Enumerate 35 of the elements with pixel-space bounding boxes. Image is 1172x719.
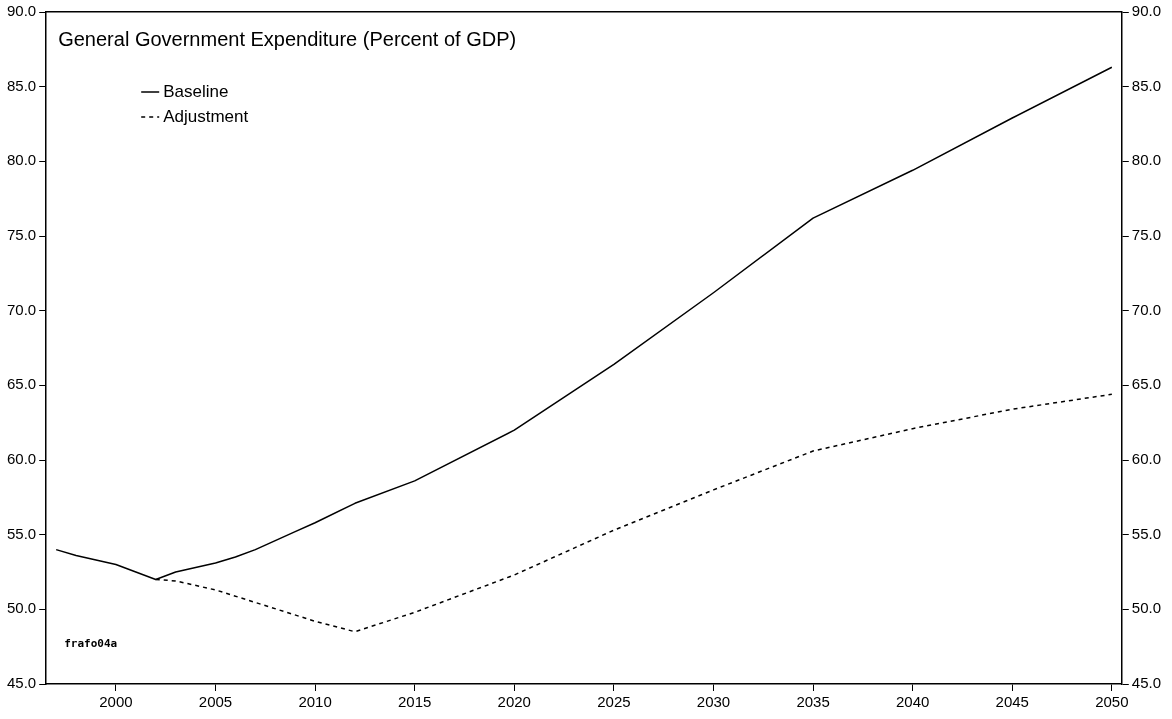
legend-label: Adjustment [163, 106, 249, 126]
y2-tick-label: 55.0 [1131, 524, 1162, 542]
y2-tick-label: 70.0 [1131, 300, 1162, 318]
y2-tick-label: 50.0 [1131, 599, 1162, 617]
y2-tick-label: 60.0 [1131, 450, 1162, 468]
x-tick-label: 2010 [298, 693, 332, 711]
x-tick-label: 2005 [198, 693, 233, 711]
y-tick-label: 50.0 [6, 599, 37, 617]
y-tick-label: 65.0 [6, 375, 37, 393]
y-tick-label: 55.0 [6, 524, 37, 542]
y-tick-label: 60.0 [6, 450, 37, 468]
x-tick-label: 2035 [796, 693, 830, 711]
y2-tick-label: 45.0 [1131, 674, 1162, 692]
x-tick-label: 2040 [895, 693, 930, 711]
x-tick-label: 2030 [696, 693, 731, 711]
y-tick-label: 85.0 [6, 76, 37, 94]
annotation: frafo04a [64, 636, 118, 650]
x-tick-label: 2045 [995, 693, 1029, 711]
x-tick-label: 2000 [99, 693, 133, 711]
y2-tick-label: 85.0 [1131, 76, 1162, 94]
y-tick-label: 70.0 [6, 300, 37, 318]
y2-tick-label: 80.0 [1131, 151, 1162, 169]
y-tick-label: 90.0 [6, 2, 37, 20]
legend-label: Baseline [163, 81, 229, 101]
y2-tick-label: 65.0 [1131, 375, 1162, 393]
text: General Government Expenditure (Percent of GDP) [58, 27, 517, 50]
y2-tick-label: 90.0 [1131, 2, 1162, 20]
x-tick-label: 2020 [497, 693, 531, 711]
x-tick-label: 2015 [398, 693, 432, 711]
y-tick-label: 75.0 [6, 226, 37, 244]
x-tick-label: 2050 [1095, 693, 1129, 711]
y2-tick-label: 75.0 [1131, 226, 1162, 244]
y-tick-label: 45.0 [6, 674, 37, 692]
y-tick-label: 80.0 [6, 151, 37, 169]
x-tick-label: 2025 [597, 693, 631, 711]
